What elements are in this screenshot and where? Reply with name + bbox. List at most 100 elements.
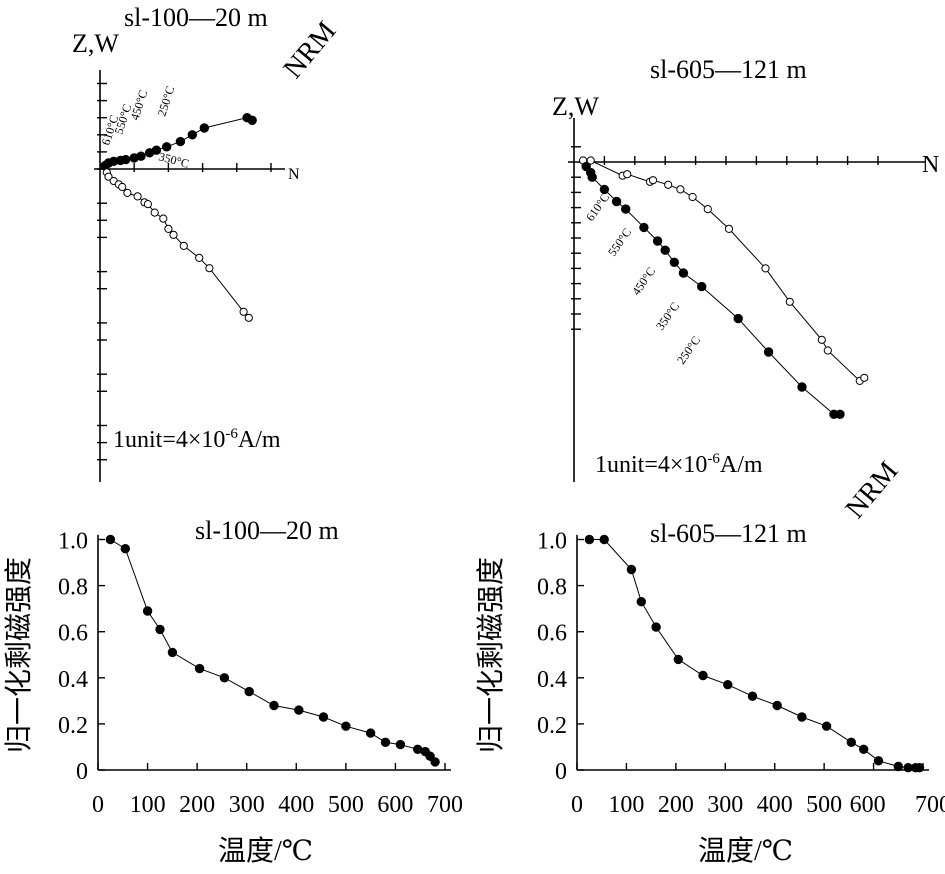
data-point	[621, 204, 631, 214]
data-point	[205, 264, 214, 273]
y-tick-label: 0.8	[537, 575, 567, 601]
data-point	[763, 347, 774, 357]
data-point	[639, 222, 649, 233]
data-point	[162, 142, 172, 152]
data-point	[860, 373, 869, 382]
x-tick-label: 0	[92, 792, 104, 818]
series-line	[589, 539, 920, 769]
data-point	[611, 196, 622, 207]
x-tick-label: 600	[850, 792, 886, 818]
unit-label: 1unit=4×10-6A/m	[595, 451, 763, 478]
y-tick-label: 0.4	[58, 667, 88, 693]
chart-title: sl-605—121 m	[650, 55, 807, 84]
data-point	[724, 224, 734, 233]
unit-label-text: 1unit=4×10	[113, 427, 225, 453]
data-point	[797, 712, 807, 722]
data-point	[688, 192, 697, 202]
step-label: 450°C	[629, 264, 658, 297]
data-point	[247, 115, 257, 126]
x-tick-label: 200	[179, 792, 215, 818]
data-point	[365, 728, 376, 738]
y-tick-label: 0.6	[537, 621, 567, 647]
y-axis-label: 归一化剩磁强度	[3, 557, 35, 753]
data-point	[187, 130, 198, 140]
step-label: 350°C	[157, 149, 190, 170]
data-point	[395, 739, 406, 750]
unit-label-text: 1unit=4×10	[595, 452, 707, 478]
data-point	[835, 409, 845, 419]
data-point	[651, 622, 661, 632]
x-tick-label: 300	[707, 792, 743, 818]
data-point	[817, 335, 826, 344]
data-point	[150, 208, 159, 217]
x-tick-label: 100	[608, 792, 644, 818]
step-label: 250°C	[674, 333, 703, 366]
data-point	[747, 691, 758, 701]
data-point	[636, 597, 646, 607]
data-point	[733, 313, 743, 324]
data-point	[584, 534, 595, 545]
x-tick-label: 700	[915, 792, 945, 818]
data-point	[430, 757, 440, 767]
data-point	[120, 544, 131, 554]
data-point	[143, 200, 152, 209]
data-point	[123, 188, 132, 197]
data-point	[104, 172, 113, 181]
data-point	[676, 185, 685, 194]
data-point	[648, 176, 658, 185]
x-axis-label: 温度/℃	[698, 835, 793, 867]
horizontal-axis-label: N	[922, 152, 939, 178]
data-point	[664, 180, 673, 189]
y-tick-label: 1.0	[58, 529, 88, 555]
y-tick-label: 0.6	[58, 621, 88, 647]
data-point	[151, 145, 162, 155]
chart-title: sl-100—20 m	[124, 3, 268, 32]
x-tick-label: 0	[571, 792, 583, 818]
data-point	[797, 382, 807, 392]
data-point	[195, 253, 204, 262]
horizontal-axis-label: N	[288, 166, 300, 183]
y-tick-label: 0.8	[58, 575, 88, 601]
unit-label-unit: A/m	[720, 452, 763, 478]
data-point	[761, 264, 770, 273]
data-point	[697, 281, 707, 292]
y-tick-label: 1.0	[537, 529, 567, 555]
vertical-axis-label: Z,W	[552, 92, 599, 121]
x-tick-label: 100	[130, 792, 166, 818]
x-axis-label: 温度/℃	[218, 835, 313, 867]
data-point	[846, 737, 856, 747]
step-label: 610°C	[583, 190, 612, 223]
data-point	[673, 654, 683, 665]
x-tick-label: 400	[278, 792, 314, 818]
step-label: 350°C	[653, 299, 682, 332]
series-line	[583, 160, 865, 382]
data-point	[199, 123, 210, 133]
data-point	[859, 744, 869, 754]
data-point	[219, 673, 230, 683]
data-point	[105, 534, 116, 545]
data-point	[294, 705, 304, 715]
data-point	[626, 564, 637, 575]
data-point	[341, 721, 351, 731]
data-point	[599, 534, 609, 545]
data-point	[269, 700, 279, 711]
data-point	[318, 712, 329, 722]
data-point	[587, 172, 597, 182]
data-point	[785, 297, 794, 306]
nrm-label: NRM	[840, 456, 905, 525]
data-point	[723, 680, 733, 690]
data-point	[142, 606, 153, 616]
data-point	[703, 205, 712, 214]
x-tick-label: 400	[757, 792, 793, 818]
vertical-axis-label: Z,W	[72, 29, 119, 58]
unit-label-exponent: -6	[707, 451, 720, 467]
data-point	[244, 686, 254, 697]
data-point	[175, 136, 186, 147]
data-point	[194, 663, 205, 674]
x-tick-label: 700	[427, 792, 463, 818]
data-point	[380, 737, 391, 747]
data-point	[698, 670, 708, 681]
data-point	[155, 624, 165, 635]
data-point	[669, 257, 679, 267]
